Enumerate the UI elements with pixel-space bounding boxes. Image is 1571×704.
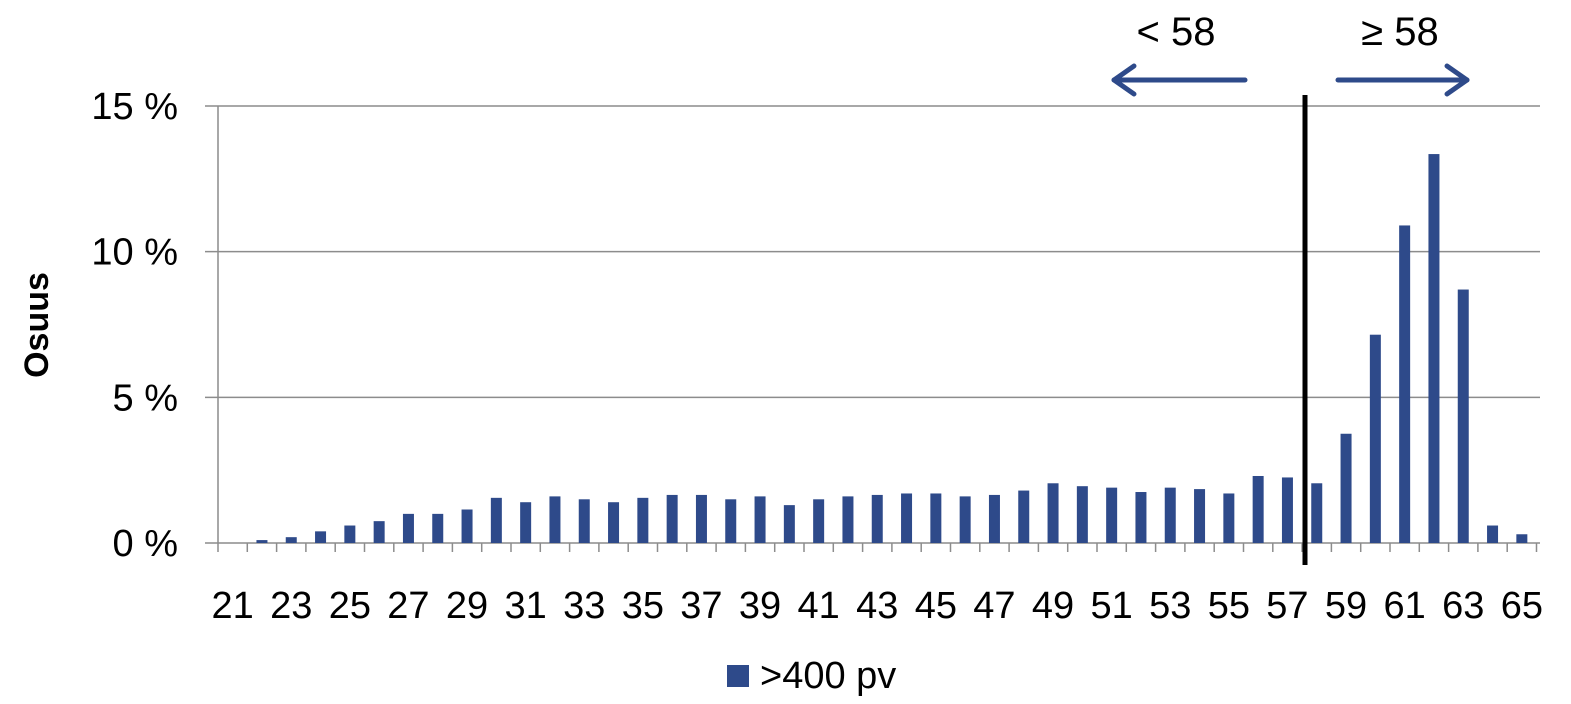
bar	[1516, 534, 1528, 543]
bar	[1457, 289, 1469, 543]
x-tick-label: 41	[798, 585, 840, 627]
x-tick-label: 37	[680, 585, 722, 627]
left-arrow-icon	[1111, 63, 1248, 97]
bar	[1340, 433, 1352, 543]
bar	[490, 497, 502, 543]
bar	[1223, 493, 1235, 543]
bar	[1106, 487, 1118, 543]
threshold-left-label: < 58	[1137, 10, 1216, 54]
bar	[373, 521, 385, 543]
bar	[1164, 487, 1176, 543]
threshold-right-label: ≥ 58	[1361, 10, 1439, 54]
bar	[256, 540, 268, 543]
legend: >400 pv	[727, 655, 896, 697]
y-tick-label: 0 %	[113, 523, 178, 565]
bar	[988, 494, 1000, 543]
bar	[930, 493, 942, 543]
bar	[285, 537, 297, 543]
legend-label: >400 pv	[760, 655, 896, 697]
x-tick-label: 43	[856, 585, 898, 627]
bar	[725, 499, 737, 543]
x-tick-label: 63	[1442, 585, 1484, 627]
bar	[1281, 477, 1293, 543]
x-tick-label: 39	[739, 585, 781, 627]
bar	[402, 513, 414, 543]
bar	[1047, 483, 1059, 543]
bar	[432, 513, 444, 543]
x-tick-label: 45	[915, 585, 957, 627]
bar	[315, 531, 327, 543]
x-tick-label: 61	[1384, 585, 1426, 627]
bar	[666, 494, 678, 543]
bar	[813, 499, 825, 543]
bar	[1194, 489, 1206, 543]
x-tick-label: 47	[973, 585, 1015, 627]
x-tick-label: 29	[446, 585, 488, 627]
x-tick-label: 51	[1091, 585, 1133, 627]
right-arrow-icon	[1335, 63, 1470, 97]
bar	[520, 502, 532, 543]
x-tick-label: 59	[1325, 585, 1367, 627]
legend-swatch	[727, 665, 749, 687]
x-tick-label: 53	[1149, 585, 1191, 627]
bar	[578, 499, 590, 543]
bar	[1487, 525, 1499, 543]
x-tick-label: 55	[1208, 585, 1250, 627]
bar	[1311, 483, 1323, 543]
bar	[754, 496, 766, 543]
y-tick-label: 15 %	[91, 86, 178, 128]
y-tick-label: 5 %	[113, 377, 178, 419]
gridlines	[205, 105, 1540, 544]
bar	[1252, 475, 1264, 543]
bar	[783, 505, 795, 543]
x-tick-label: 27	[387, 585, 429, 627]
bar	[842, 496, 854, 543]
bar	[461, 509, 473, 543]
bar	[1399, 225, 1411, 544]
x-tick-label: 25	[329, 585, 371, 627]
bar	[608, 502, 620, 543]
bar	[959, 496, 971, 543]
x-tick-label: 35	[622, 585, 664, 627]
y-tick-label: 10 %	[91, 232, 178, 274]
bar	[1018, 490, 1030, 543]
x-tick-label: 21	[212, 585, 254, 627]
bar	[1369, 334, 1381, 543]
bar-series	[256, 154, 1528, 544]
bar	[549, 496, 561, 543]
bar	[637, 497, 649, 543]
bar	[695, 494, 707, 543]
bar	[1135, 492, 1147, 543]
y-axis: 0 % 5 % 10 % 15 %	[91, 86, 219, 565]
x-tick-label: 31	[505, 585, 547, 627]
x-tick-label: 49	[1032, 585, 1074, 627]
y-axis-title: Osuus	[18, 272, 56, 378]
x-axis: 21 23 25 27 29 31 33 35 37 39 41 43 45 47 49 51 53 55 57 59…	[212, 543, 1543, 627]
bar	[344, 525, 356, 543]
x-tick-label: 57	[1266, 585, 1308, 627]
bar	[871, 494, 883, 543]
bar	[1076, 486, 1088, 543]
threshold-marker: < 58 ≥ 58	[1111, 10, 1470, 565]
x-tick-label: 33	[563, 585, 605, 627]
x-tick-label: 65	[1501, 585, 1543, 627]
x-tick-label: 23	[270, 585, 312, 627]
bar	[1428, 154, 1440, 543]
bar	[901, 493, 913, 543]
